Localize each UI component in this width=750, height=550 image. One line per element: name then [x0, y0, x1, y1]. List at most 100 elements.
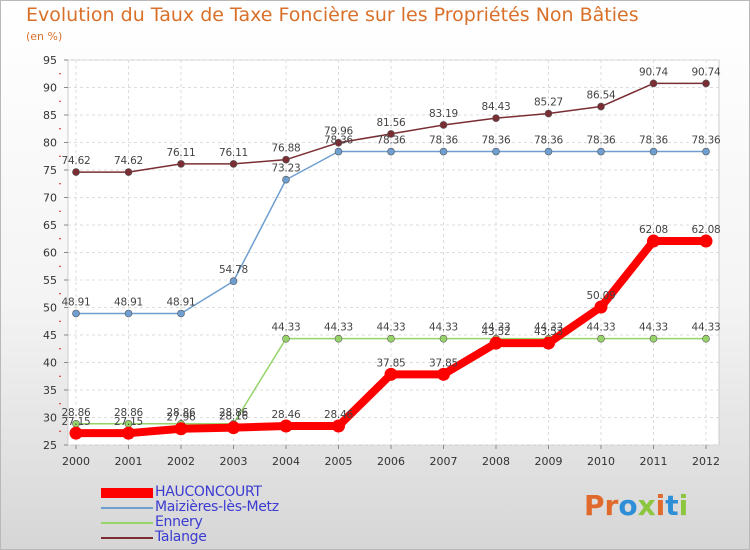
data-point-maizieres-les-metz	[439, 147, 448, 156]
y-tick-label: 95	[43, 54, 57, 67]
y-tick-label: 55	[43, 274, 57, 287]
data-point-talange	[177, 160, 185, 168]
data-label: 44.33	[429, 322, 458, 334]
legend-label: Ennery	[155, 514, 203, 530]
data-label: 43.52	[481, 326, 510, 338]
data-point-talange	[544, 109, 553, 118]
data-point-maizieres-les-metz	[282, 175, 290, 184]
x-tick-label: 2008	[482, 455, 510, 468]
data-point-hauconcourt	[332, 419, 345, 433]
data-label: 28.16	[219, 411, 249, 423]
x-tick-label: 2001	[115, 455, 143, 468]
data-label: 79.96	[324, 126, 354, 138]
data-label: 44.33	[586, 322, 615, 334]
data-label: 27.96	[166, 412, 196, 424]
legend-label: HAUCONCOURT	[155, 484, 262, 500]
x-tick-label: 2007	[430, 455, 458, 468]
data-point-maizieres-les-metz	[229, 277, 238, 286]
data-label: 81.56	[376, 117, 406, 129]
x-tick-label: 2004	[272, 455, 300, 468]
data-point-talange	[597, 102, 605, 111]
data-point-hauconcourt	[122, 426, 135, 440]
data-label: 28.86	[114, 407, 144, 419]
data-label: 76.11	[166, 147, 195, 159]
data-label: 44.33	[534, 322, 563, 334]
y-tick-label: 40	[43, 357, 57, 370]
data-point-maizieres-les-metz	[177, 309, 185, 318]
data-label: 78.36	[534, 135, 564, 147]
data-point-talange	[72, 168, 80, 176]
logo-letter: o	[618, 489, 638, 522]
data-point-ennery	[597, 334, 605, 343]
y-tick-label: 90	[43, 82, 57, 95]
data-label: 86.54	[586, 90, 616, 102]
data-label: 76.88	[271, 143, 300, 155]
data-point-maizieres-les-metz	[597, 147, 605, 156]
legend-swatch	[101, 515, 153, 530]
data-label: 78.36	[691, 135, 721, 147]
y-tick-label: 65	[43, 219, 57, 232]
data-point-maizieres-les-metz	[649, 147, 658, 156]
data-label: 78.36	[429, 135, 459, 147]
data-point-ennery	[649, 334, 658, 343]
data-label: 37.85	[429, 357, 458, 369]
logo-letter: i	[655, 489, 666, 522]
data-point-hauconcourt	[542, 336, 555, 350]
y-tick-label: 85	[43, 109, 57, 122]
data-point-ennery	[282, 334, 290, 343]
data-label: 43.53	[534, 326, 563, 338]
legend-label: Maizières-lès-Metz	[155, 499, 279, 515]
data-point-ennery	[387, 334, 395, 343]
data-label: 44.33	[324, 322, 353, 334]
data-point-hauconcourt	[647, 234, 660, 248]
data-point-hauconcourt	[699, 234, 713, 248]
data-label: 44.33	[481, 322, 510, 334]
y-tick-label: 45	[43, 329, 57, 342]
x-tick-label: 2005	[325, 455, 353, 468]
data-point-ennery	[702, 334, 710, 343]
data-label: 37.85	[376, 357, 405, 369]
data-label: 54.78	[219, 264, 248, 276]
data-label: 44.33	[639, 322, 668, 334]
logo-letter: P	[584, 489, 605, 522]
logo-letter: i	[678, 489, 689, 522]
data-label: 74.62	[114, 155, 143, 167]
x-tick-label: 2009	[535, 455, 563, 468]
data-point-hauconcourt	[437, 367, 450, 381]
data-point-talange	[492, 114, 500, 122]
y-tick-label: 80	[43, 137, 57, 150]
data-label: 78.36	[639, 135, 669, 147]
data-point-talange	[334, 138, 343, 147]
y-tick-label: 25	[43, 439, 57, 452]
data-label: 27.15	[61, 416, 90, 428]
data-point-hauconcourt	[69, 426, 83, 440]
data-label: 90.74	[639, 66, 669, 78]
data-point-maizieres-les-metz	[72, 309, 80, 318]
legend-label: Talange	[155, 529, 207, 545]
x-tick-label: 2002	[167, 455, 195, 468]
data-point-maizieres-les-metz	[492, 147, 500, 156]
data-label: 62.08	[691, 224, 720, 236]
y-tick-label: 50	[43, 302, 57, 315]
data-point-talange	[702, 79, 710, 88]
data-point-maizieres-les-metz	[702, 147, 710, 156]
data-label: 48.91	[166, 296, 195, 308]
data-point-talange	[282, 155, 290, 164]
y-tick-label: 35	[43, 384, 57, 397]
chart-title: Evolution du Taux de Taxe Foncière sur l…	[26, 4, 639, 26]
legend-swatch	[101, 530, 153, 545]
logo-letter: x	[637, 489, 656, 522]
data-label: 28.86	[219, 407, 249, 419]
data-label: 76.11	[219, 147, 248, 159]
data-label: 78.36	[324, 135, 354, 147]
data-point-hauconcourt	[384, 367, 398, 381]
y-tick-label: 30	[43, 412, 57, 425]
data-label: 85.27	[534, 97, 563, 109]
legend-swatch	[101, 500, 153, 515]
data-label: 83.19	[429, 108, 458, 120]
data-label: 73.23	[271, 163, 300, 175]
data-point-talange	[229, 160, 238, 168]
data-label: 28.46	[324, 409, 354, 421]
data-label: 48.91	[114, 296, 143, 308]
